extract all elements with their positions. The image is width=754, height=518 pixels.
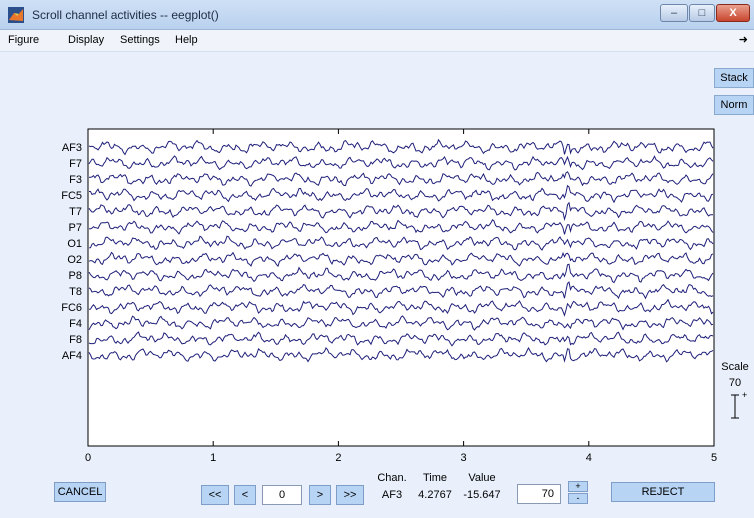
title-bar: Scroll channel activities -- eegplot() –… — [0, 0, 754, 30]
chan-value: AF3 — [381, 489, 403, 501]
trace-o1 — [88, 235, 714, 251]
position-input[interactable]: 0 — [262, 485, 302, 505]
trace-t8 — [88, 281, 714, 300]
stack-button[interactable]: Stack — [714, 68, 754, 88]
chan-header: Chan. — [377, 472, 407, 484]
trace-fc6 — [88, 298, 714, 317]
close-button[interactable]: X — [716, 4, 750, 22]
x-tick-label-1: 1 — [210, 452, 216, 464]
x-tick-label-5: 5 — [711, 452, 717, 464]
trace-f3 — [88, 171, 714, 187]
content-area: Stack Norm AF3 F7 F3 FC5 T7 P7 O1 O2 P8 T8 FC6 F4 F8… — [0, 52, 754, 518]
matlab-icon — [8, 7, 24, 23]
trace-p7 — [88, 219, 714, 235]
eeg-traces — [88, 138, 714, 363]
channel-labels: AF3 F7 F3 FC5 T7 P7 O1 O2 P8 T8 FC6 F4 F8 AF4 — [61, 142, 82, 362]
trace-f8 — [88, 331, 714, 347]
time-header: Time — [422, 472, 448, 484]
channel-label-af4: AF4 — [62, 350, 82, 362]
scale-input[interactable]: 70 — [517, 484, 561, 504]
value-value: -15.647 — [463, 489, 501, 501]
channel-label-o2: O2 — [67, 254, 82, 266]
trace-af3 — [88, 138, 714, 156]
channel-label-f4: F4 — [69, 318, 82, 330]
scale-plus-label: + — [742, 390, 747, 400]
channel-label-p7: P7 — [69, 222, 82, 234]
channel-label-t8: T8 — [69, 286, 82, 298]
fast-forward-button[interactable]: >> — [336, 485, 364, 505]
fast-back-button[interactable]: << — [201, 485, 229, 505]
x-tick-label-3: 3 — [461, 452, 467, 464]
forward-button[interactable]: > — [309, 485, 331, 505]
channel-label-t7: T7 — [69, 206, 82, 218]
trace-f7 — [88, 155, 714, 171]
scale-value: 70 — [729, 377, 741, 389]
norm-button[interactable]: Norm — [714, 95, 754, 115]
x-tick-label-2: 2 — [335, 452, 341, 464]
channel-label-fc5: FC5 — [61, 190, 82, 202]
scale-increase-button[interactable]: + — [568, 481, 588, 492]
menu-bar: Figure Display Settings Help ➜ — [0, 30, 754, 52]
menu-figure[interactable]: Figure — [8, 34, 40, 46]
back-button[interactable]: < — [234, 485, 256, 505]
value-header: Value — [468, 472, 496, 484]
maximize-button[interactable]: □ — [689, 4, 715, 22]
channel-label-f3: F3 — [69, 174, 82, 186]
channel-label-p8: P8 — [69, 270, 82, 282]
trace-f4 — [88, 315, 714, 331]
trace-fc5 — [89, 184, 714, 204]
scale-bar-icon — [731, 394, 739, 419]
channel-label-f7: F7 — [69, 158, 82, 170]
trace-t7 — [88, 201, 714, 222]
channel-label-af3: AF3 — [62, 142, 82, 154]
channel-label-o1: O1 — [67, 238, 82, 250]
trace-p8 — [88, 263, 714, 284]
channel-label-f8: F8 — [69, 334, 82, 346]
window-title: Scroll channel activities -- eegplot() — [32, 8, 219, 22]
menu-display[interactable]: Display — [68, 34, 105, 46]
trace-af4 — [88, 346, 714, 363]
cancel-button[interactable]: CANCEL — [54, 482, 106, 502]
x-tick-label-4: 4 — [586, 452, 592, 464]
x-axis-ticks: 0 1 2 3 4 5 — [85, 129, 717, 464]
scale-decrease-button[interactable]: - — [568, 493, 588, 504]
x-tick-label-0: 0 — [85, 452, 91, 464]
trace-o2 — [88, 251, 714, 268]
minimize-button[interactable]: – — [660, 4, 688, 22]
time-value: 4.2767 — [418, 489, 452, 501]
scale-label: Scale — [721, 361, 749, 373]
menu-settings[interactable]: Settings — [120, 34, 160, 46]
menu-overflow-icon[interactable]: ➜ — [738, 34, 748, 46]
channel-label-fc6: FC6 — [61, 302, 82, 314]
reject-button[interactable]: REJECT — [611, 482, 715, 502]
menu-help[interactable]: Help — [175, 34, 198, 46]
